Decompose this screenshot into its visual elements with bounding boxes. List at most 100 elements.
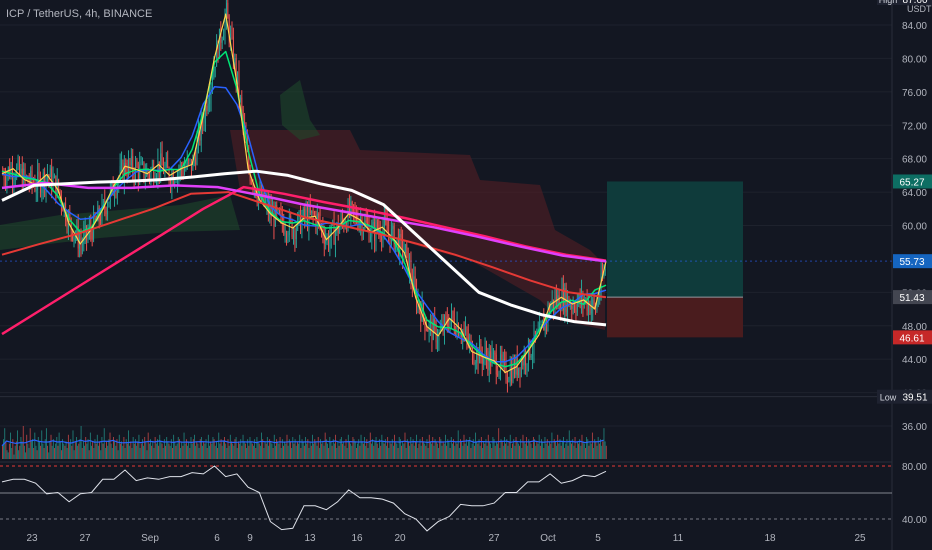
volume-bar (250, 441, 252, 459)
volume-bar (47, 445, 48, 459)
volume-bar (265, 443, 267, 459)
volume-bar (33, 448, 35, 459)
high-label-bg (877, 0, 899, 5)
volume-bar (440, 439, 442, 459)
volume-bar (19, 445, 21, 459)
volume-bar (30, 441, 32, 459)
candle-body (161, 153, 163, 166)
volume-bar (125, 439, 127, 459)
volume-bar (479, 445, 481, 459)
volume-bar (554, 441, 556, 459)
volume-bar (246, 448, 247, 459)
candle-body (136, 163, 138, 167)
candle-body (100, 219, 101, 222)
candle-body (386, 222, 388, 232)
candle-body (389, 234, 391, 246)
volume-bar (118, 434, 120, 459)
candle-body (402, 237, 403, 256)
volume-bar (389, 441, 391, 459)
candle-body (19, 160, 20, 173)
volume-bar (497, 443, 498, 459)
volume-bar (369, 432, 371, 459)
candle-body (421, 302, 423, 322)
candle-body (153, 166, 155, 182)
volume-bar (37, 437, 39, 459)
volume-bar (266, 437, 268, 459)
candle-body (228, 18, 230, 41)
volume-bar (541, 439, 542, 459)
volume-bar (563, 437, 564, 459)
candle-body (213, 67, 215, 79)
volume-bar (458, 448, 460, 459)
candle-body (500, 354, 501, 373)
volume-bar (172, 448, 173, 459)
candle-body (477, 349, 479, 364)
volume-bar (323, 445, 325, 459)
volume-bar (335, 434, 337, 459)
volume-bar (381, 434, 383, 459)
candle-body (195, 158, 197, 165)
candle-body (123, 162, 125, 182)
volume-bar (318, 448, 320, 459)
candle-body (528, 339, 529, 364)
volume-bar (140, 443, 142, 459)
volume-bar (241, 445, 243, 459)
volume-bar (300, 448, 302, 459)
target-price-tag-bg (893, 174, 932, 189)
volume-bar (70, 439, 72, 459)
candle-body (582, 292, 584, 304)
volume-bar (234, 439, 236, 459)
time-axis[interactable]: 23 27 Sep 6 9 13 16 20 27 Oct 5 11 18 25 (26, 533, 866, 544)
candle-body (466, 329, 468, 337)
volume-bar (227, 439, 229, 459)
volume-bar (88, 450, 90, 459)
candle-body (553, 299, 554, 309)
volume-bar (72, 430, 74, 459)
volume-bar (187, 445, 188, 459)
volume-bar (527, 445, 529, 459)
volume-bar (510, 448, 512, 459)
candle-body (256, 196, 258, 203)
volume-bar (314, 439, 316, 459)
candle-body (504, 358, 506, 361)
price-tick-label: 48.00 (902, 322, 927, 333)
candle-body (34, 184, 36, 191)
candle-body (486, 350, 487, 359)
candle-body (234, 58, 236, 66)
volume-bar (148, 443, 150, 459)
candle-body (519, 367, 521, 375)
candle-body (239, 97, 241, 99)
volume-bar (524, 443, 526, 459)
volume-bar (175, 445, 177, 459)
volume-bar (375, 437, 377, 459)
ma-pink-line (1, 185, 607, 336)
volume-bar (5, 441, 7, 459)
volume-bar (446, 445, 448, 459)
volume-bar (281, 439, 283, 459)
candle-body (38, 171, 40, 176)
volume-bar (253, 445, 254, 459)
volume-bar (528, 439, 530, 459)
volume-bar (544, 437, 546, 459)
candle-body (423, 302, 424, 317)
candle-body (287, 235, 289, 238)
ma-red-line (1, 191, 607, 299)
volume-bar (432, 437, 434, 459)
volume-bar (189, 448, 191, 459)
volume-bar (306, 443, 308, 459)
current-price-tag: 55.73 (899, 257, 924, 268)
low-label-bg (877, 389, 899, 404)
volume-bar (159, 434, 161, 459)
volume-bar (303, 445, 305, 459)
volume-bar (392, 445, 394, 459)
candle-body (205, 105, 206, 124)
volume-bar (23, 445, 25, 459)
volume-bar (287, 445, 289, 459)
volume-bar (480, 437, 482, 459)
volume-bar (80, 426, 82, 459)
candle-body (427, 329, 429, 332)
candle-body (280, 213, 282, 215)
volume-bar (412, 439, 414, 459)
candle-body (318, 214, 320, 218)
